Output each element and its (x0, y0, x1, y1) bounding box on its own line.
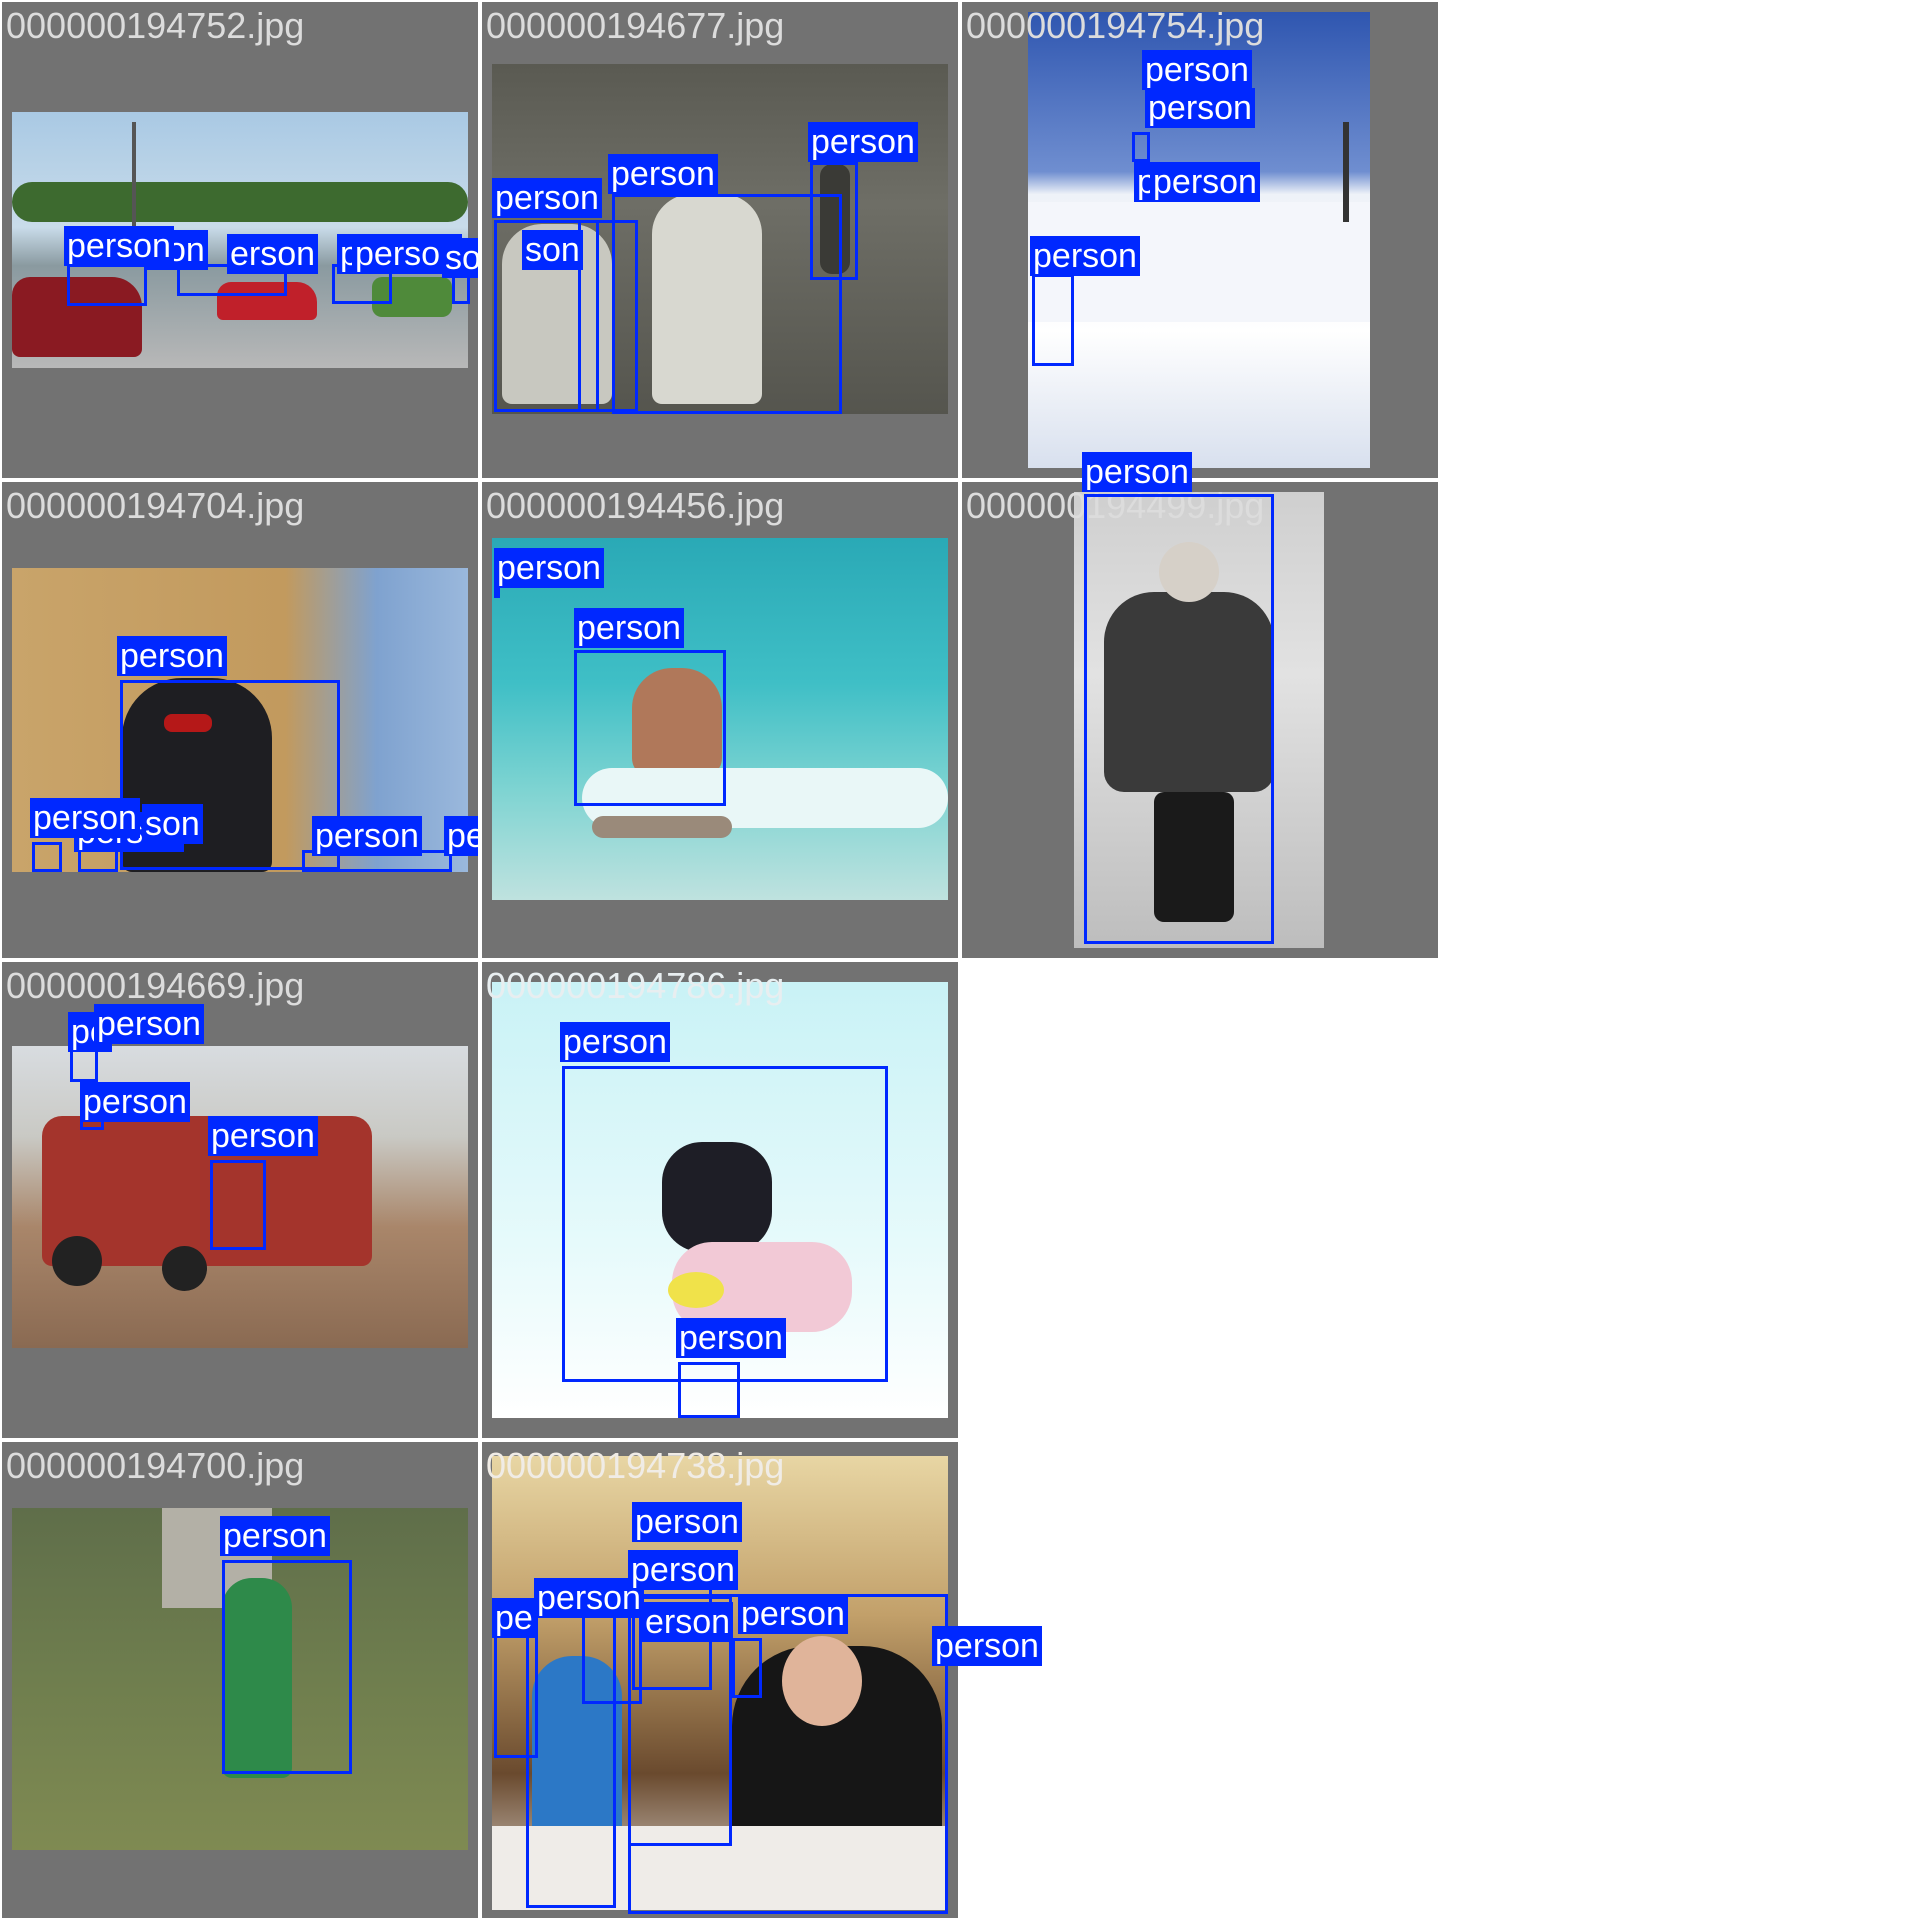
mosaic-tile: son person person person 000000194677.jp… (482, 2, 958, 478)
boy-boots (1154, 792, 1234, 922)
detection-box (678, 1362, 740, 1418)
truck-wheel (52, 1236, 102, 1286)
filename-label: 000000194456.jpg (486, 485, 785, 526)
green-car (372, 277, 452, 317)
detection-label: person (1082, 452, 1192, 492)
man-face (782, 1636, 862, 1726)
red-car (12, 277, 142, 357)
tree-line (12, 182, 468, 222)
filename-label: 000000194499.jpg (966, 485, 1265, 526)
detection-box (494, 588, 500, 598)
detection-label: person (608, 154, 718, 194)
detection-box (67, 264, 147, 306)
detection-label: person (560, 1022, 670, 1062)
red-car (217, 282, 317, 320)
mosaic-tile: pe person person person 000000194669.jpg (2, 962, 478, 1438)
mosaic-tile: person person son person person person 0… (2, 482, 478, 958)
detection-box (1132, 132, 1150, 162)
detection-label: person (1142, 50, 1252, 90)
detection-label: person (1030, 236, 1140, 276)
detection-label: person (808, 122, 918, 162)
detection-box (222, 1560, 352, 1774)
detection-label: person (64, 226, 174, 266)
light-pole (132, 122, 136, 242)
mosaic-tile: person person 000000194456.jpg (482, 482, 958, 958)
detection-label: person (117, 636, 227, 676)
mosaic-tile: person person p person person 0000001947… (962, 2, 1438, 478)
detection-box (612, 194, 842, 414)
detection-box (732, 1638, 762, 1698)
detection-box (494, 220, 599, 412)
detection-label: person (220, 1516, 330, 1556)
detection-label: person (444, 816, 478, 856)
mosaic-tile: pe erson person person person person 000… (482, 1442, 958, 1918)
detection-box (1084, 494, 1274, 944)
table (492, 1826, 948, 1910)
boy-face (1159, 542, 1219, 602)
detection-label: erson (642, 1602, 734, 1642)
surfer-figure (632, 668, 722, 778)
dinner-table-photo (492, 1456, 948, 1910)
detection-label: person (312, 816, 422, 856)
mosaic-tile: 000000194499.jpg (962, 482, 1438, 958)
detection-label: person (30, 798, 140, 838)
surfboard (592, 816, 732, 838)
surfer-photo (492, 538, 948, 900)
detection-label: person (628, 1550, 738, 1590)
lift-tower (1343, 122, 1349, 222)
detection-label: erson (227, 234, 319, 274)
detection-box (628, 1594, 948, 1914)
truck-wheel (162, 1246, 207, 1291)
detection-label: son (442, 238, 478, 278)
batter-figure (652, 194, 762, 404)
frisbee (668, 1272, 724, 1308)
detection-box (562, 1066, 888, 1382)
detection-label: person (208, 1116, 318, 1156)
filename-label: 000000194752.jpg (6, 5, 305, 46)
detection-box (120, 680, 340, 870)
detection-label: pe (492, 1598, 536, 1638)
filename-label: 000000194677.jpg (486, 5, 785, 46)
child-batter (222, 1578, 292, 1778)
filename-label: 000000194700.jpg (6, 1445, 305, 1486)
filename-label: 000000194786.jpg (486, 965, 785, 1006)
detection-box (1032, 274, 1074, 366)
filename-label: 000000194754.jpg (966, 5, 1265, 46)
detection-label: person (1145, 88, 1255, 128)
detection-label: person (676, 1318, 786, 1358)
detection-box (210, 1160, 266, 1250)
detection-label: person (492, 178, 602, 218)
mosaic-tile: person person 000000194786.jpg (482, 962, 958, 1438)
detection-label: person (738, 1594, 848, 1634)
detection-label: son (142, 804, 203, 844)
boy-coat (1104, 592, 1274, 792)
detection-label: person (494, 548, 604, 588)
detection-label: person (574, 608, 684, 648)
truck-photo (12, 1046, 468, 1348)
filename-label: 000000194704.jpg (6, 485, 305, 526)
filename-label: 000000194738.jpg (486, 1445, 785, 1486)
detection-box (32, 842, 62, 872)
mosaic-tile: person 000000194700.jpg (2, 1442, 478, 1918)
detection-box (810, 162, 858, 280)
woman-figure (532, 1656, 622, 1856)
detection-box (574, 650, 726, 806)
vintage-boy-photo (1074, 492, 1324, 948)
umpire-figure (820, 164, 850, 274)
detection-label: person (1150, 162, 1260, 202)
detection-label: person (80, 1082, 190, 1122)
detection-label: son (522, 230, 583, 270)
mosaic-tile: son erson person person son person 00000… (2, 2, 478, 478)
little-league-photo (12, 1508, 468, 1850)
detection-label: person (94, 1004, 204, 1044)
goggles (164, 714, 212, 732)
detection-box (578, 220, 638, 412)
filename-label: 000000194669.jpg (6, 965, 305, 1006)
detection-label: person (534, 1578, 644, 1618)
detection-label: person (932, 1626, 1042, 1666)
detection-label: person (632, 1502, 742, 1542)
jumper-torso (662, 1142, 772, 1252)
